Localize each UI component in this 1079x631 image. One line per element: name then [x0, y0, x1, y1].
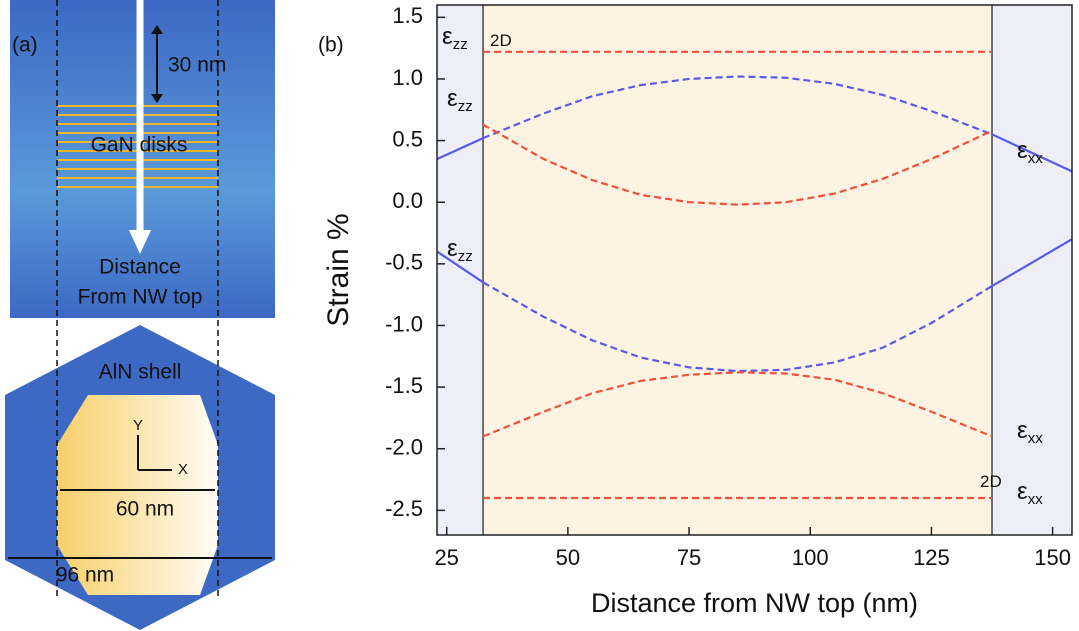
arrow-head — [151, 94, 163, 103]
y-tick-label: -2.5 — [385, 496, 423, 521]
annotation-subscript: zz — [458, 248, 473, 265]
label: 96 nm — [56, 564, 114, 587]
annotation: εxx — [1017, 137, 1043, 167]
annotation: εxx — [1017, 417, 1043, 447]
annotation-subscript: zz — [453, 36, 468, 53]
x-tick-label: 25 — [434, 545, 458, 570]
annotation-subscript: xx — [1028, 430, 1044, 447]
series-line — [482, 281, 993, 373]
region — [437, 5, 484, 535]
y-tick-label: 1.0 — [392, 65, 423, 90]
arrow-head — [129, 230, 151, 254]
annotation-text: ε — [1017, 478, 1028, 505]
series-line — [482, 75, 993, 140]
annotation-subscript: xx — [1028, 491, 1044, 508]
annotation-subscript: xx — [1028, 150, 1044, 167]
annotation: εxx — [1017, 478, 1043, 508]
label: GaN disks — [91, 134, 188, 157]
x-tick-label: 100 — [792, 545, 829, 570]
y-tick-label: 1.5 — [392, 3, 423, 28]
x-axis-label: Distance from NW top (nm) — [591, 588, 918, 618]
label: 60 nm — [116, 498, 174, 521]
panel-label: (b) — [318, 34, 344, 57]
y-tick-label: 0.5 — [392, 126, 423, 151]
axis-label: Y — [133, 417, 143, 434]
label: Distance — [99, 256, 181, 279]
x-tick-label: 150 — [1034, 545, 1071, 570]
annotation: εzz — [447, 85, 473, 115]
y-tick-label: -0.5 — [385, 250, 423, 275]
panel-label: (a) — [12, 34, 38, 57]
series-line — [436, 238, 1073, 287]
annotation: εzz — [447, 235, 473, 265]
arrow-head — [151, 25, 163, 34]
annotation-text: 2D — [980, 472, 1002, 491]
diagram: (a) 30 nm GaN disks Distance From NW top… — [5, 0, 275, 630]
x-tick-label: 125 — [913, 545, 950, 570]
region — [483, 5, 993, 535]
annotation-text: ε — [447, 235, 458, 262]
annotation-text: 2D — [490, 31, 512, 50]
y-tick-label: 0.0 — [392, 188, 423, 213]
plot-frame — [436, 4, 1073, 536]
annotation: 2D — [980, 472, 1002, 491]
region — [992, 5, 1072, 535]
y-tick-label: -1.0 — [385, 311, 423, 336]
y-tick-label: -2.0 — [385, 435, 423, 460]
series-line — [436, 133, 1073, 173]
y-tick-label: -1.5 — [385, 373, 423, 398]
annotation: εzz — [442, 23, 468, 53]
label: AlN shell — [99, 361, 182, 384]
annotation-text: ε — [442, 23, 453, 50]
label: 30 nm — [168, 54, 226, 77]
series-line — [482, 371, 993, 438]
annotation-text: ε — [1017, 417, 1028, 444]
series-line — [482, 123, 993, 206]
x-tick-label: 50 — [556, 545, 580, 570]
annotation-text: ε — [1017, 137, 1028, 164]
annotation-subscript: zz — [458, 98, 473, 115]
x-tick-label: 75 — [677, 545, 701, 570]
annotation: 2D — [490, 31, 512, 50]
chart: (b) 25 50 75 100 125 150 1.5 1.0 0.5 0.0 -0.5 -1.0 -… — [318, 3, 1073, 618]
y-axis-label: Strain % — [322, 213, 355, 326]
label: From NW top — [78, 286, 203, 309]
annotation-text: ε — [447, 85, 458, 112]
core — [57, 395, 218, 595]
axis-label: X — [178, 461, 188, 478]
